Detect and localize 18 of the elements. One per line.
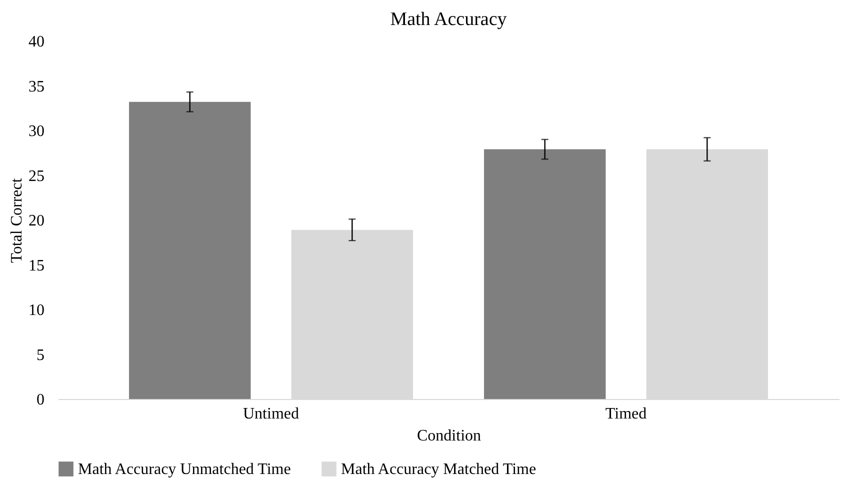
y-axis-title: Total Correct: [8, 178, 26, 263]
y-tick-label: 0: [36, 392, 44, 408]
x-axis-title: Condition: [416, 428, 482, 444]
y-tick-label: 25: [28, 168, 44, 185]
y-tick-label: 35: [28, 78, 44, 96]
y-tick-label: 5: [36, 346, 44, 364]
chart-title: Math Accuracy: [390, 9, 508, 30]
bar: [484, 149, 606, 399]
y-tick-label: 30: [28, 123, 44, 140]
legend-label: Math Accuracy Unmatched Time: [78, 461, 291, 478]
bar: [129, 102, 251, 399]
y-tick-label: 15: [28, 257, 44, 274]
x-tick-label: Timed: [605, 406, 647, 422]
y-tick-label: 20: [28, 212, 44, 230]
x-tick-label: Untimed: [243, 406, 299, 422]
y-tick-label: 40: [28, 34, 44, 50]
y-tick-label: 10: [28, 302, 44, 319]
legend-label: Math Accuracy Matched Time: [341, 461, 536, 478]
